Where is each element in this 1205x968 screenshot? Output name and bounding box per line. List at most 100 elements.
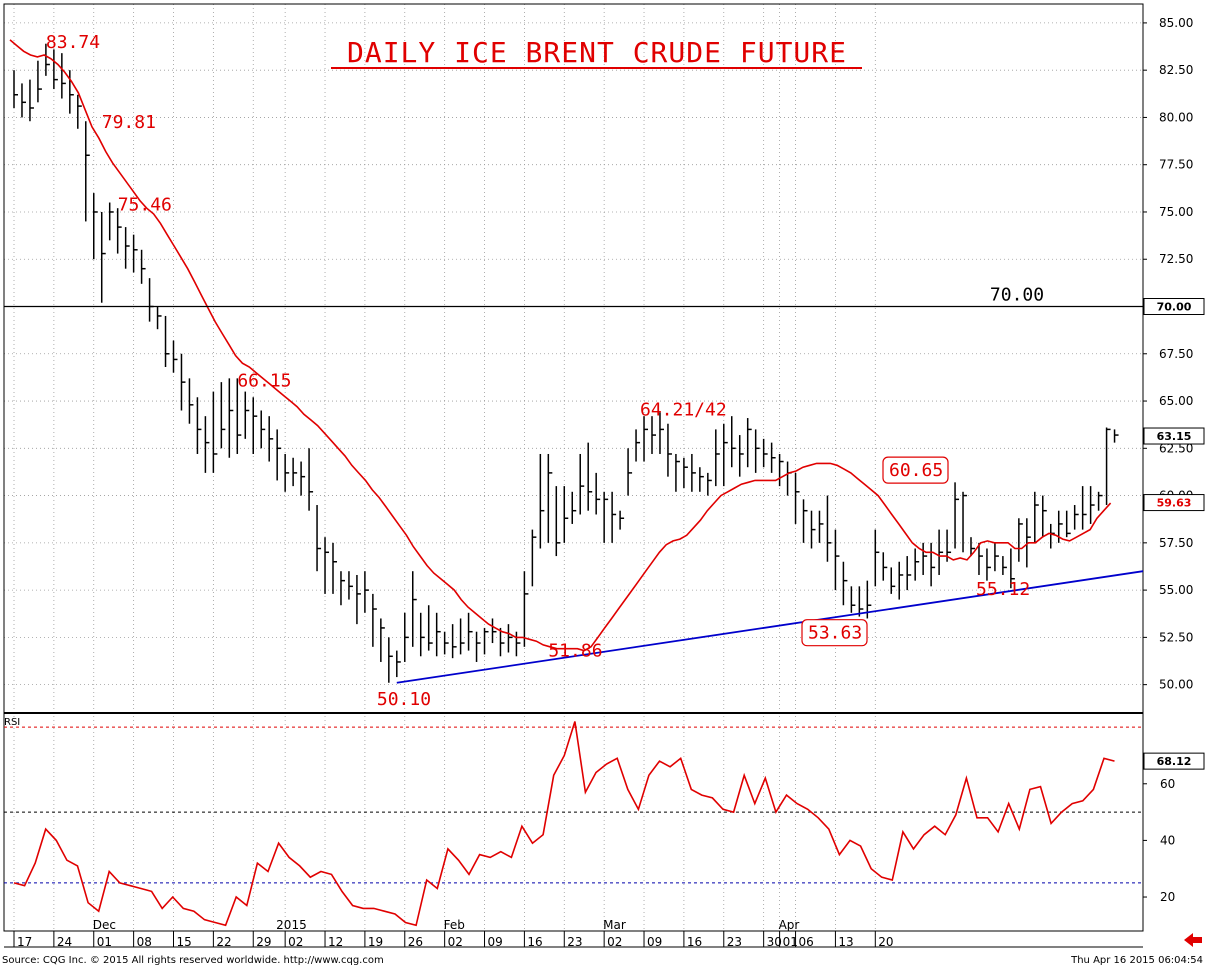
ohlc-bar bbox=[348, 571, 353, 600]
ohlc-bar bbox=[332, 542, 337, 594]
ohlc-bar bbox=[77, 94, 82, 129]
ohlc-bar bbox=[770, 442, 776, 473]
date-tick-label: 02 bbox=[288, 935, 303, 949]
date-tick-label: 09 bbox=[488, 935, 503, 949]
ohlc-bar bbox=[388, 637, 393, 683]
ohlc-bar bbox=[595, 472, 601, 515]
ohlc-bar bbox=[651, 416, 656, 454]
ohlc-bar bbox=[1105, 427, 1111, 506]
ohlc-bar bbox=[419, 612, 425, 657]
price-annotation: 60.65 bbox=[889, 460, 943, 481]
date-tick-label: 30 bbox=[767, 935, 782, 949]
price-tick-label: 65.00 bbox=[1159, 394, 1193, 408]
ohlc-bar bbox=[571, 491, 577, 524]
scroll-left-arrow-icon[interactable] bbox=[1184, 933, 1202, 947]
support-trendline bbox=[396, 570, 1144, 684]
ohlc-bar bbox=[37, 60, 42, 103]
rsi-label: RSI bbox=[4, 717, 20, 728]
ohlc-bar bbox=[180, 353, 186, 411]
price-annotation: 83.74 bbox=[46, 32, 100, 53]
price-tick-label: 55.00 bbox=[1159, 583, 1193, 597]
ohlc-bar bbox=[483, 627, 489, 655]
ohlc-bar bbox=[922, 542, 928, 575]
ohlc-bar bbox=[587, 442, 593, 511]
ohlc-bar bbox=[699, 467, 704, 492]
price-annotation: 53.63 bbox=[808, 623, 862, 644]
ohlc-bar bbox=[164, 315, 170, 368]
ohlc-bar bbox=[1034, 491, 1039, 543]
price-tick-label: 85.00 bbox=[1159, 16, 1193, 30]
ohlc-bar bbox=[324, 537, 330, 594]
date-tick-label: 19 bbox=[368, 935, 383, 949]
ohlc-bar bbox=[611, 491, 617, 543]
rsi-line bbox=[13, 721, 1115, 927]
date-tick-label: 09 bbox=[647, 935, 662, 949]
price-annotation: 55.12 bbox=[976, 579, 1030, 600]
ohlc-bar bbox=[1026, 518, 1031, 568]
ohlc-bar bbox=[140, 249, 146, 284]
ohlc-bar bbox=[212, 391, 218, 473]
ohlc-bar bbox=[539, 453, 545, 549]
ohlc-bar bbox=[13, 70, 18, 108]
ohlc-bar bbox=[1113, 429, 1119, 443]
ohlc-bar bbox=[29, 79, 34, 122]
ohlc-bar bbox=[220, 382, 226, 449]
ohlc-bar bbox=[53, 49, 58, 90]
ohlc-bar bbox=[1097, 491, 1103, 511]
price-tick-label: 67.50 bbox=[1159, 347, 1193, 361]
ohlc-bar bbox=[826, 495, 832, 562]
ohlc-bar bbox=[124, 227, 130, 269]
price-tick-label: 80.00 bbox=[1159, 110, 1193, 124]
price-tick-label: 50.00 bbox=[1159, 678, 1193, 692]
ohlc-bar bbox=[364, 571, 369, 613]
price-annotation: 75.46 bbox=[118, 194, 172, 215]
ohlc-bar bbox=[762, 438, 768, 468]
date-tick-label: 13 bbox=[838, 935, 853, 949]
ohlc-bar bbox=[723, 423, 728, 487]
ohlc-bar bbox=[316, 505, 322, 572]
month-label: Feb bbox=[444, 918, 465, 932]
ohlc-bar bbox=[244, 391, 250, 439]
ohlc-bar bbox=[906, 556, 912, 591]
date-tick-label: 20 bbox=[878, 935, 893, 949]
footer-source: Source: CQG Inc. © 2015 All rights reser… bbox=[2, 955, 384, 966]
ohlc-bar bbox=[61, 53, 66, 99]
price-annotation: 79.81 bbox=[102, 112, 156, 133]
ohlc-bar bbox=[188, 378, 194, 424]
ohlc-bar bbox=[547, 453, 553, 543]
ohlc-bar bbox=[858, 586, 864, 617]
ohlc-bar bbox=[667, 423, 672, 477]
date-tick-label: 01 bbox=[97, 935, 112, 949]
date-tick-label: 29 bbox=[256, 935, 271, 949]
ohlc-bar bbox=[874, 529, 880, 587]
ohlc-bar bbox=[802, 499, 808, 543]
ohlc-bar bbox=[954, 482, 960, 549]
month-label: 2015 bbox=[276, 918, 307, 932]
price-tick-label: 75.00 bbox=[1159, 205, 1193, 219]
ohlc-bar bbox=[523, 571, 529, 647]
ohlc-bar bbox=[1042, 495, 1047, 538]
ohlc-bar bbox=[475, 631, 481, 662]
ohlc-bar bbox=[435, 612, 441, 657]
ohlc-bar bbox=[994, 542, 999, 572]
ohlc-bar bbox=[196, 397, 202, 454]
date-tick-label: 22 bbox=[216, 935, 231, 949]
date-tick-label: 16 bbox=[527, 935, 542, 949]
ohlc-bar bbox=[404, 612, 409, 662]
annotation-box bbox=[801, 619, 868, 647]
date-tick-label: 12 bbox=[328, 935, 343, 949]
ohlc-bar bbox=[579, 453, 585, 515]
ohlc-bar bbox=[914, 548, 920, 581]
month-label: Dec bbox=[93, 918, 116, 932]
price-tick-label: 72.50 bbox=[1159, 252, 1193, 266]
ohlc-bar bbox=[707, 472, 712, 496]
ohlc-bar bbox=[260, 410, 266, 449]
ohlc-bar bbox=[778, 453, 784, 487]
date-tick-label: 23 bbox=[727, 935, 742, 949]
ohlc-bar bbox=[531, 529, 537, 587]
rsi-value-label: 68.12 bbox=[1157, 755, 1192, 768]
ohlc-bar bbox=[396, 650, 401, 678]
ohlc-bar bbox=[108, 202, 114, 241]
ohlc-bar bbox=[284, 453, 290, 492]
ohlc-bar bbox=[451, 624, 457, 659]
